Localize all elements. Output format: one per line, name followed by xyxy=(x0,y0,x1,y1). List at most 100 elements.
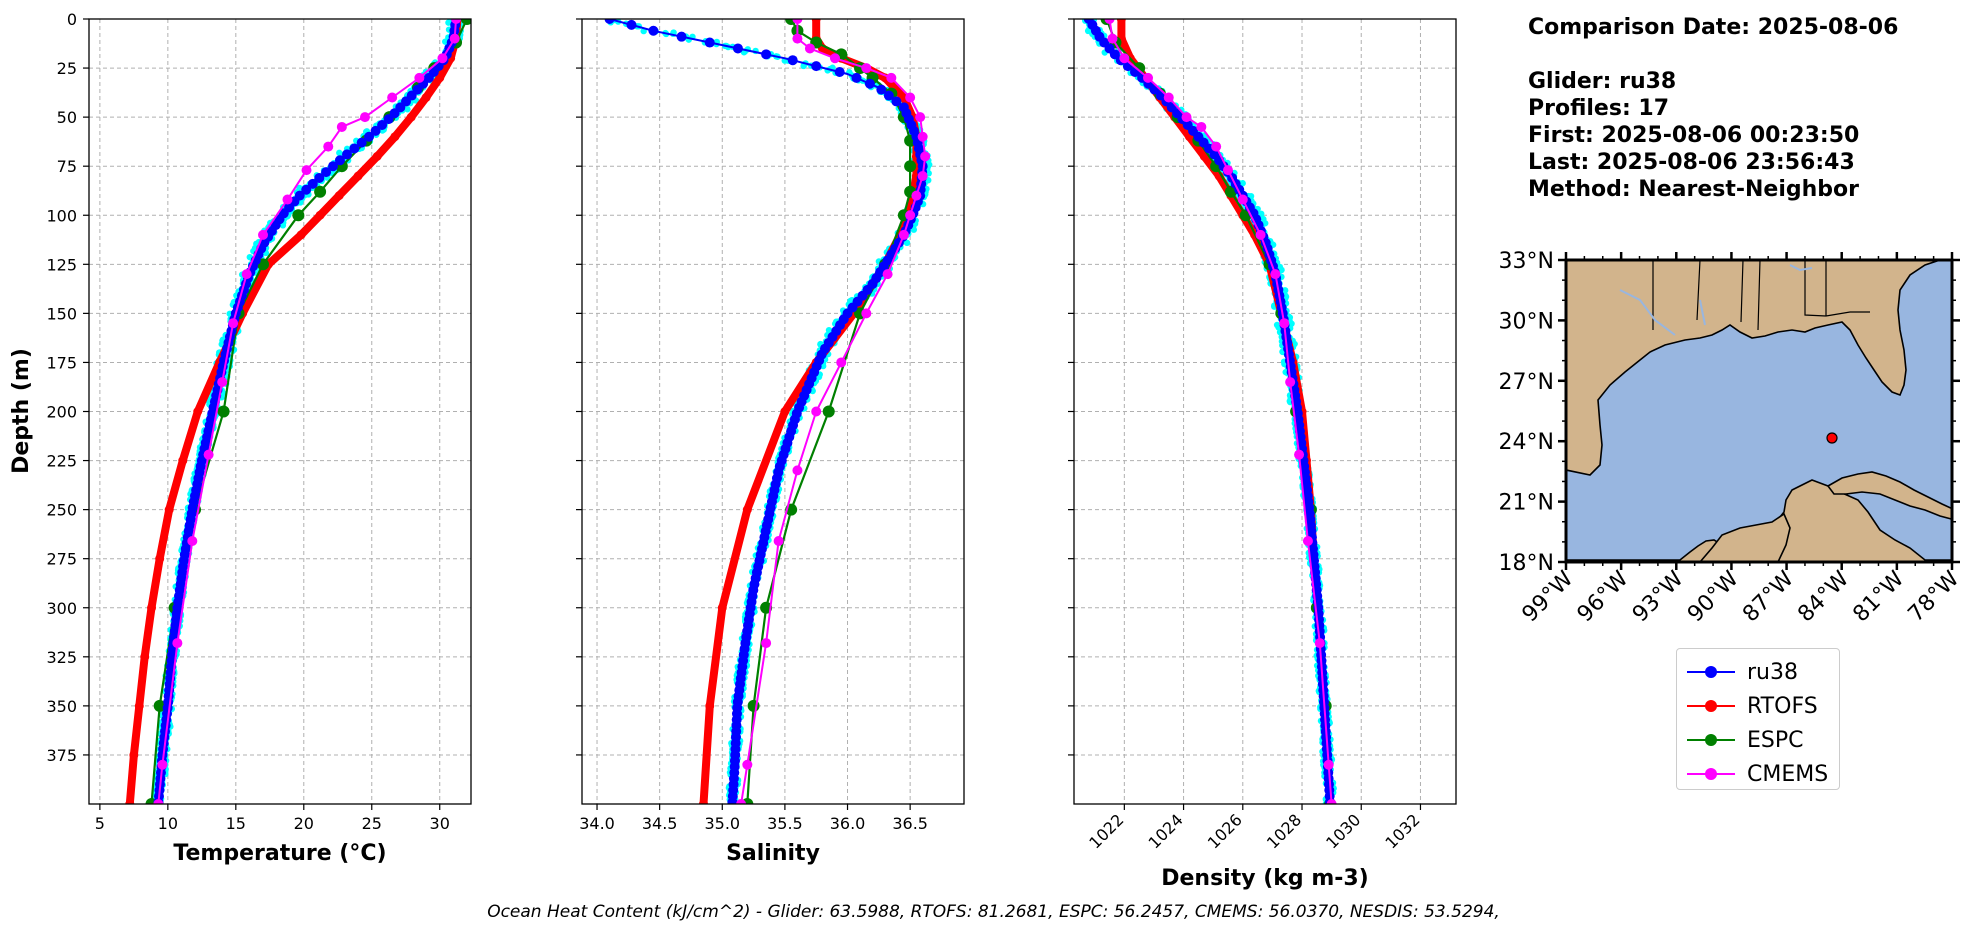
x-tick-label: 30 xyxy=(430,814,450,833)
series-point-rtofs xyxy=(742,505,752,515)
series-point-cmems xyxy=(1196,121,1207,132)
yucatan-landmass xyxy=(1698,512,1791,562)
y-tick-label: 250 xyxy=(46,501,77,520)
series-point-cmems xyxy=(387,92,398,103)
temperature-ticks: 5 10 15 20 25 3002550751001251501752002252502… xyxy=(46,10,449,833)
y-tick-label: 325 xyxy=(46,648,77,667)
series-point-ru38 xyxy=(834,66,845,77)
legend-swatch xyxy=(1687,699,1735,713)
glider-scatter-point xyxy=(1278,266,1285,274)
series-point-cmems xyxy=(187,536,198,547)
series-point-cmems xyxy=(1119,53,1130,64)
density-xlabel: Density (kg m-3) xyxy=(1161,866,1369,891)
temperature-xlabel: Temperature (°C) xyxy=(173,841,386,866)
profile-count: Profiles: 17 xyxy=(1528,96,1670,121)
series-point-cmems xyxy=(792,465,803,476)
series-point-rtofs xyxy=(164,505,174,515)
series-point-ru38 xyxy=(787,55,798,66)
legend-label: CMEMS xyxy=(1747,761,1829,787)
series-point-cmems xyxy=(437,53,448,64)
series-point-rtofs xyxy=(140,652,150,662)
series-point-cmems xyxy=(1285,377,1296,388)
state-borders xyxy=(1652,260,1870,331)
map-lon-label: 84°W xyxy=(1793,566,1854,627)
series-point-rtofs xyxy=(435,73,445,83)
x-tick-label: 34.0 xyxy=(579,814,615,833)
series-point-cmems xyxy=(1181,112,1192,123)
series-point-rtofs xyxy=(193,407,203,416)
series-point-ru38 xyxy=(811,61,822,72)
x-tick-label: 20 xyxy=(294,814,314,833)
series-point-cmems xyxy=(1222,165,1233,176)
series-point-cmems xyxy=(829,53,840,64)
series-point-cmems xyxy=(336,121,347,132)
map-lat-label: 30°N xyxy=(1499,309,1554,334)
map-lon-label: 81°W xyxy=(1848,566,1909,627)
series-point-rtofs xyxy=(705,701,715,711)
glider-name: Glider: ru38 xyxy=(1528,69,1677,94)
series-point-rtofs xyxy=(421,93,431,102)
series-point-cmems xyxy=(414,72,425,83)
x-tick-label: 36.5 xyxy=(892,814,928,833)
temperature-panel: 5 10 15 20 25 3002550751001251501752002252502… xyxy=(9,10,472,866)
series-point-cmems xyxy=(451,19,462,24)
map-lat-label: 27°N xyxy=(1499,370,1554,395)
rivers xyxy=(1589,264,1813,488)
glider-scatter-point xyxy=(404,106,411,113)
series-point-rtofs xyxy=(296,230,306,240)
series-point-cmems xyxy=(861,308,872,319)
x-tick-label: 35.5 xyxy=(767,814,803,833)
x-tick-label: 5 xyxy=(95,814,105,833)
series-point-cmems xyxy=(736,799,747,804)
location-map: 33°N30°N27°N24°N21°N18°N99°W96°W93°W90°W… xyxy=(1499,249,1965,627)
series-point-cmems xyxy=(241,269,252,280)
series-point-cmems xyxy=(228,318,239,329)
series-point-ru38 xyxy=(321,167,332,178)
x-tick-label: 1030 xyxy=(1322,810,1364,852)
legend-item-rtofs: RTOFS xyxy=(1687,689,1829,723)
salinity-series xyxy=(604,19,931,804)
x-tick-label: 34.5 xyxy=(642,814,678,833)
series-point-rtofs xyxy=(811,19,821,24)
series-point-ru38 xyxy=(883,90,894,101)
series-point-rtofs xyxy=(698,799,708,804)
series-point-ru38 xyxy=(364,131,375,142)
y-tick-label: 0 xyxy=(67,10,77,29)
map-lon-label: 78°W xyxy=(1904,566,1965,627)
series-point-cmems xyxy=(1163,92,1174,103)
series-point-rtofs xyxy=(1116,19,1126,24)
legend-swatch xyxy=(1687,733,1735,747)
salinity-ticks: 34.0 34.5 35.0 35.5 36.0 36.5 xyxy=(576,18,928,833)
temperature-grid xyxy=(89,18,471,804)
depth-ylabel: Depth (m) xyxy=(9,348,34,474)
x-tick-label: 1032 xyxy=(1381,810,1423,852)
series-point-cmems xyxy=(1326,799,1337,804)
glider-scatter-point xyxy=(1282,293,1290,300)
series-point-cmems xyxy=(1302,536,1313,547)
series-point-ru38 xyxy=(761,49,772,60)
y-tick-label: 175 xyxy=(46,353,77,372)
map-lat-label: 21°N xyxy=(1499,491,1554,516)
series-point-cmems xyxy=(905,92,916,103)
map-lon-label: 96°W xyxy=(1573,566,1634,627)
series-point-cmems xyxy=(792,33,803,44)
series-point-cmems xyxy=(1294,449,1305,460)
series-point-ru38 xyxy=(891,96,902,107)
density-series xyxy=(1083,19,1337,804)
series-point-ru38 xyxy=(383,114,394,125)
series-point-cmems xyxy=(792,19,803,24)
series-point-cmems xyxy=(1279,318,1290,329)
series-point-ru38 xyxy=(377,119,388,130)
y-tick-label: 100 xyxy=(46,206,77,225)
glider-scatter-point xyxy=(910,226,918,233)
series-point-ru38 xyxy=(626,19,637,30)
y-tick-label: 50 xyxy=(57,108,77,127)
series-point-ru38 xyxy=(334,155,345,166)
series-point-rtofs xyxy=(390,132,400,142)
legend-item-cmems: CMEMS xyxy=(1687,757,1829,791)
density-ticks: 1022 1024 1026 1028 1030 1032 xyxy=(1068,18,1424,852)
series-point-cmems xyxy=(1107,33,1118,44)
legend-label: RTOFS xyxy=(1747,693,1818,719)
comparison-date: Comparison Date: 2025-08-06 xyxy=(1528,15,1899,40)
